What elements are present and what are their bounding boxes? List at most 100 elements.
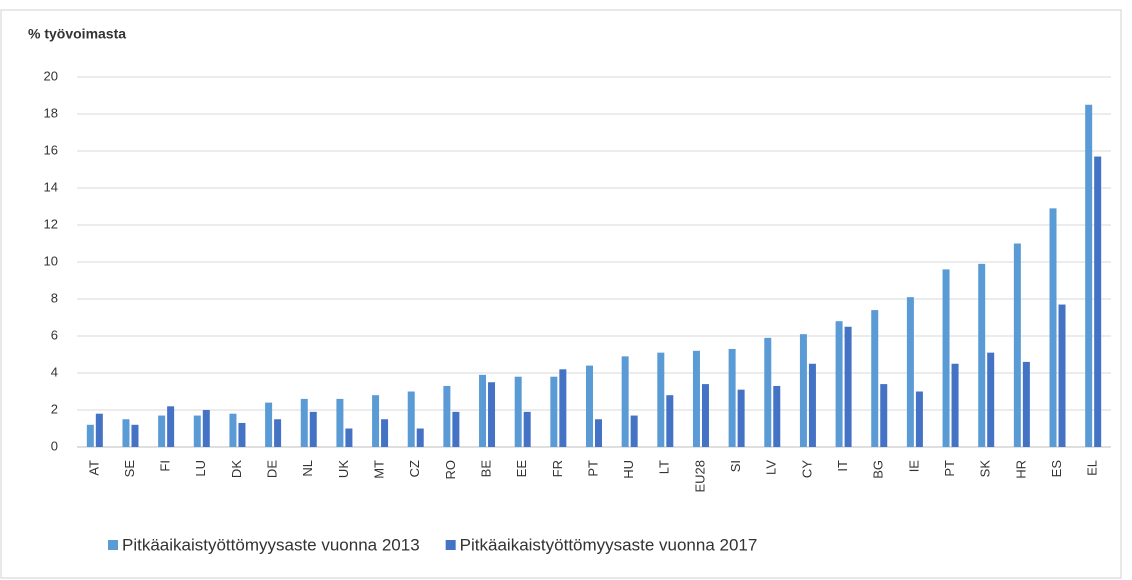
bar	[906, 297, 914, 447]
x-tick-label: UK	[336, 460, 351, 478]
bar	[701, 384, 709, 447]
bar	[229, 413, 237, 447]
bar	[1085, 104, 1093, 447]
bar	[265, 402, 273, 447]
bar	[523, 411, 531, 447]
bar	[167, 406, 175, 447]
x-tick-label: LU	[193, 460, 208, 477]
bar	[95, 413, 103, 447]
bar	[666, 395, 674, 447]
x-tick-label: LT	[657, 460, 672, 474]
bar	[372, 395, 380, 447]
bar	[274, 419, 282, 447]
bar	[202, 410, 210, 447]
x-tick-label: CY	[799, 460, 814, 478]
x-tick-label: MT	[372, 460, 387, 479]
bar	[844, 326, 852, 447]
bar	[942, 269, 950, 447]
bar	[835, 321, 843, 447]
y-tick-label: 16	[44, 142, 58, 157]
y-tick-label: 6	[51, 327, 58, 342]
bar	[880, 384, 888, 447]
bar	[300, 398, 308, 447]
bar	[737, 389, 745, 447]
bar	[131, 424, 139, 447]
bar	[407, 391, 415, 447]
bar	[309, 411, 317, 447]
bar	[799, 334, 807, 447]
bar	[381, 419, 389, 447]
x-tick-label: IE	[906, 460, 921, 473]
bar	[416, 428, 424, 447]
x-tick-label: BG	[871, 460, 886, 479]
x-tick-label: BE	[478, 460, 493, 478]
y-tick-label: 18	[44, 105, 58, 120]
bar	[951, 363, 959, 447]
bar	[1013, 243, 1021, 447]
bar	[621, 356, 629, 447]
y-tick-label: 8	[51, 290, 58, 305]
y-tick-label: 10	[44, 253, 58, 268]
bar	[443, 385, 451, 447]
bar	[1049, 208, 1057, 447]
bar	[488, 382, 496, 447]
y-tick-label: 14	[44, 179, 58, 194]
bar	[764, 337, 772, 447]
y-tick-label: 0	[51, 438, 58, 453]
bar	[987, 352, 995, 447]
y-tick-label: 20	[44, 68, 58, 83]
x-tick-label: EE	[514, 460, 529, 478]
legend-label: Pitkäaikaistyöttömyysaste vuonna 2017	[460, 535, 758, 554]
x-tick-label: CZ	[407, 460, 422, 477]
bar	[158, 415, 166, 447]
legend-label: Pitkäaikaistyöttömyysaste vuonna 2013	[122, 535, 420, 554]
bar	[514, 376, 522, 447]
bar	[692, 350, 700, 447]
x-tick-label: SI	[728, 460, 743, 472]
y-tick-label: 2	[51, 401, 58, 416]
x-tick-label: DK	[229, 460, 244, 478]
x-tick-label: AT	[86, 460, 101, 476]
x-tick-label: NL	[300, 460, 315, 477]
bar	[452, 411, 460, 447]
bar	[728, 348, 736, 447]
bar	[630, 415, 638, 447]
bar	[1058, 304, 1066, 447]
legend-swatch	[108, 540, 118, 550]
bar	[915, 391, 923, 447]
x-tick-label: HR	[1013, 460, 1028, 479]
x-tick-label: SK	[978, 460, 993, 478]
legend-swatch	[445, 540, 456, 550]
bar	[586, 365, 593, 447]
bar	[595, 419, 602, 447]
frame	[0, 9, 1122, 579]
y-tick-label: 12	[44, 216, 58, 231]
y-tick-label: 4	[51, 364, 58, 379]
bar	[657, 352, 665, 447]
x-tick-label: FR	[550, 460, 565, 477]
bar	[193, 415, 201, 447]
bar	[1094, 156, 1102, 448]
bar	[773, 385, 781, 447]
bar	[871, 310, 879, 447]
x-tick-label: LV	[764, 460, 779, 475]
bar	[345, 428, 353, 447]
bar	[238, 422, 246, 447]
bar	[559, 369, 567, 447]
y-axis-title: % työvoimasta	[28, 26, 126, 42]
x-tick-label: HU	[621, 460, 636, 479]
bar	[1022, 361, 1030, 447]
bar	[86, 424, 94, 447]
x-tick-label: EL	[1085, 460, 1100, 476]
x-tick-label: PT	[942, 460, 957, 477]
bar	[336, 398, 344, 447]
bar	[978, 263, 986, 447]
x-tick-label: IT	[835, 460, 850, 472]
x-tick-label: PT	[585, 460, 600, 477]
bar	[550, 376, 558, 447]
x-tick-label: FI	[158, 460, 173, 472]
bar	[479, 374, 487, 447]
bar	[808, 363, 816, 447]
x-tick-label: RO	[443, 460, 458, 480]
